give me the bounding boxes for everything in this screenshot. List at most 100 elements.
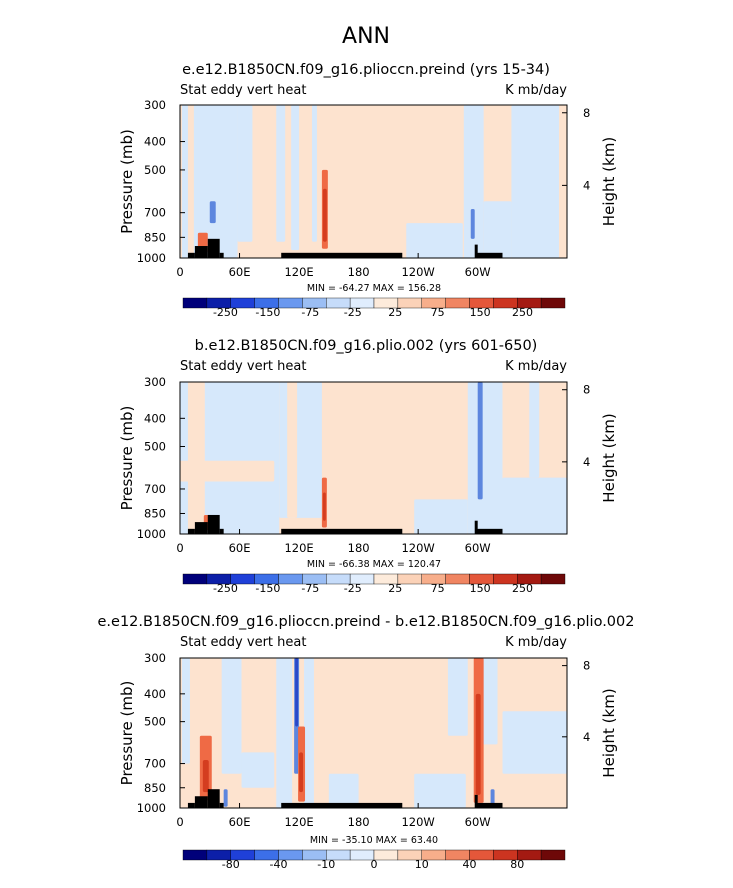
variable-label: Stat eddy vert heat	[180, 83, 306, 98]
contour-region	[322, 188, 327, 242]
pressure-tick-label: 500	[144, 715, 166, 729]
colorbar-label: -25	[344, 582, 362, 595]
longitude-tick-label: 120W	[401, 541, 434, 555]
contour-region	[414, 773, 466, 808]
height-tick-label: 8	[583, 383, 590, 397]
pressure-tick-label: 400	[144, 135, 166, 149]
contour-region	[502, 477, 567, 534]
longitude-tick-label: 60E	[229, 815, 251, 829]
contour-region	[483, 201, 512, 258]
colorbar-swatch	[182, 297, 208, 309]
y-axis-title: Pressure (mb)	[118, 681, 136, 786]
variable-label: Stat eddy vert heat	[180, 359, 306, 374]
colorbar-label: -250	[213, 582, 238, 595]
contour-region	[447, 658, 468, 736]
colorbar-swatch	[182, 573, 208, 585]
colorbar-label: 75	[431, 582, 445, 595]
colorbar-swatch	[373, 849, 399, 861]
colorbar-label: -10	[317, 858, 335, 871]
colorbar-swatch	[540, 573, 566, 585]
topography	[281, 528, 403, 534]
colorbar-label: 80	[510, 858, 524, 871]
topography	[187, 802, 195, 808]
colorbar-swatch	[540, 849, 566, 861]
colorbar-label: -250	[213, 306, 238, 319]
contour-region	[502, 711, 567, 774]
colorbar-swatch	[445, 297, 470, 309]
contour-region	[202, 759, 209, 793]
right-axis-title: Height (km)	[600, 688, 618, 777]
contour-region	[311, 105, 317, 242]
colorbar-swatch	[278, 573, 303, 585]
longitude-tick-label: 120W	[401, 265, 434, 279]
pressure-tick-label: 1000	[137, 251, 166, 265]
topography	[474, 794, 478, 808]
contour-region	[328, 773, 359, 808]
contour-region	[470, 208, 475, 239]
units-label: K mb/day	[505, 635, 567, 650]
contour-region	[237, 105, 253, 242]
min-max-stats: MIN = -35.10 MAX = 63.40	[310, 835, 438, 846]
colorbar-label: -80	[222, 858, 240, 871]
longitude-tick-label: 0	[176, 815, 183, 829]
longitude-tick-label: 120W	[401, 815, 434, 829]
pressure-tick-label: 850	[144, 230, 166, 244]
contour-region	[295, 658, 299, 727]
right-axis-title: Height (km)	[600, 137, 618, 226]
pressure-tick-label: 400	[144, 687, 166, 701]
longitude-tick-label: 0	[176, 265, 183, 279]
pressure-tick-label: 850	[144, 781, 166, 795]
longitude-tick-label: 60W	[465, 541, 491, 555]
contour-region	[181, 658, 190, 764]
contour-region	[490, 789, 495, 807]
pressure-tick-label: 500	[144, 439, 166, 453]
contour-region	[287, 382, 298, 518]
topography	[194, 246, 208, 258]
topography	[219, 252, 224, 258]
topography	[219, 528, 224, 534]
contour-region	[559, 128, 567, 258]
pressure-tick-label: 300	[144, 375, 166, 389]
figure-title: ANN	[342, 24, 390, 49]
panel-title: e.e12.B1850CN.f09_g16.plioccn.preind - b…	[98, 614, 635, 630]
units-label: K mb/day	[505, 83, 567, 98]
colorbar-swatch	[445, 573, 470, 585]
topography	[219, 802, 224, 808]
topography	[207, 238, 220, 258]
topography	[477, 528, 503, 534]
topography	[207, 789, 220, 808]
topography	[281, 252, 403, 258]
contour-region	[291, 105, 300, 251]
contour-region	[279, 382, 322, 518]
topography	[194, 796, 208, 808]
pressure-tick-label: 400	[144, 411, 166, 425]
colorbar-label: -25	[344, 306, 362, 319]
height-tick-label: 8	[583, 659, 590, 673]
contour-region	[467, 382, 503, 534]
min-max-stats: MIN = -66.38 MAX = 120.47	[307, 559, 441, 570]
contour-region	[241, 752, 275, 788]
topography	[187, 252, 195, 258]
contour-region	[223, 789, 228, 807]
colorbar-label: -150	[255, 306, 280, 319]
variable-label: Stat eddy vert heat	[180, 635, 306, 650]
pressure-tick-label: 300	[144, 651, 166, 665]
longitude-tick-label: 180	[348, 265, 370, 279]
colorbar-label: -75	[301, 582, 319, 595]
contour-region	[475, 693, 481, 795]
plot-frame	[179, 104, 568, 259]
contour-region	[187, 382, 205, 534]
colorbar-swatch	[278, 297, 303, 309]
contour-region	[276, 658, 293, 808]
topography	[477, 252, 503, 258]
longitude-tick-label: 180	[348, 815, 370, 829]
y-axis-title: Pressure (mb)	[118, 129, 136, 234]
contour-region	[414, 499, 468, 534]
right-axis-title: Height (km)	[600, 413, 618, 502]
topography	[477, 802, 503, 808]
colorbar-label: 40	[463, 858, 477, 871]
longitude-tick-label: 60W	[465, 815, 491, 829]
contour-region	[276, 105, 286, 242]
pressure-tick-label: 700	[144, 757, 166, 771]
